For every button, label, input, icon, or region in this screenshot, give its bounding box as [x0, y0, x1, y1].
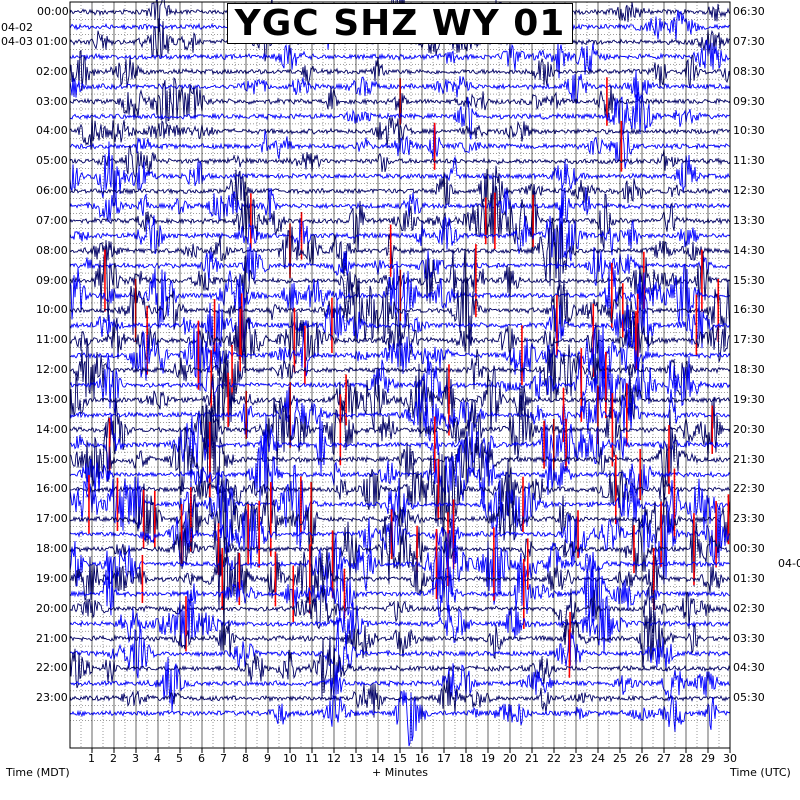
- right-time-label: 18:30: [733, 363, 765, 377]
- left-time-label: 09:00: [36, 273, 68, 287]
- left-time-label: 20:00: [36, 601, 68, 615]
- x-tick-label: 16: [415, 752, 429, 765]
- x-tick-label: 12: [327, 752, 341, 765]
- right-time-label: 02:30: [733, 601, 765, 615]
- right-time-label: 03:30: [733, 631, 765, 645]
- right-time-label: 12:30: [733, 184, 765, 198]
- left-time-label: 02:00: [36, 64, 68, 78]
- x-tick-label: 10: [283, 752, 297, 765]
- right-time-label: 13:30: [733, 213, 765, 227]
- x-tick-label: 9: [264, 752, 271, 765]
- x-tick-label: 30: [723, 752, 737, 765]
- left-time-label: 23:00: [36, 691, 68, 705]
- x-tick-label: 1: [88, 752, 95, 765]
- footer-center-label: + Minutes: [372, 766, 429, 779]
- x-tick-label: 2: [110, 752, 117, 765]
- x-tick-label: 18: [459, 752, 473, 765]
- right-time-label: 07:30: [733, 34, 765, 48]
- right-time-label: 05:30: [733, 691, 765, 705]
- left-time-label: 18:00: [36, 542, 68, 556]
- x-tick-label: 22: [547, 752, 561, 765]
- x-tick-label: 7: [220, 752, 227, 765]
- left-time-label: 15:00: [36, 452, 68, 466]
- right-time-label: 23:30: [733, 512, 765, 526]
- left-time-label: 07:00: [36, 213, 68, 227]
- x-tick-label: 15: [393, 752, 407, 765]
- left-time-label: 17:00: [36, 512, 68, 526]
- left-time-label: 10:00: [36, 303, 68, 317]
- x-tick-label: 23: [569, 752, 583, 765]
- x-tick-label: 5: [176, 752, 183, 765]
- left-time-label: 04:00: [36, 124, 68, 138]
- left-time-label: 11:00: [36, 333, 68, 347]
- left-time-label: 01:00: [36, 34, 68, 48]
- right-time-label: 06:30: [733, 5, 765, 18]
- right-time-label: 15:30: [733, 273, 765, 287]
- x-tick-label: 29: [701, 752, 715, 765]
- x-tick-label: 8: [242, 752, 249, 765]
- right-time-label: 09:30: [733, 94, 765, 108]
- right-time-label: 21:30: [733, 452, 765, 466]
- left-time-label: 19:00: [36, 571, 68, 585]
- x-tick-label: 6: [198, 752, 205, 765]
- right-time-label: 10:30: [733, 124, 765, 138]
- plot-frame: [69, 1, 731, 749]
- right-time-label: 04:30: [733, 661, 765, 675]
- left-time-label: 08:00: [36, 243, 68, 257]
- right-time-label: 22:30: [733, 482, 765, 496]
- x-tick-label: 27: [657, 752, 671, 765]
- x-tick-label: 20: [503, 752, 517, 765]
- x-tick-label: 25: [613, 752, 627, 765]
- right-time-label: 01:30: [733, 571, 765, 585]
- x-tick-label: 14: [371, 752, 385, 765]
- left-time-label: 21:00: [36, 631, 68, 645]
- x-tick-label: 21: [525, 752, 539, 765]
- right-time-label: 00:30: [733, 542, 765, 556]
- left-date-start: 04-03: [1, 35, 33, 48]
- left-time-label: 03:00: [36, 94, 68, 108]
- left-time-label: 16:00: [36, 482, 68, 496]
- footer-right-label: Time (UTC): [730, 766, 791, 779]
- right-time-label: 14:30: [733, 243, 765, 257]
- chart-title: YGC SHZ WY 01: [227, 3, 573, 44]
- right-time-label: 17:30: [733, 333, 765, 347]
- x-tick-label: 4: [154, 752, 161, 765]
- right-time-label: 16:30: [733, 303, 765, 317]
- x-tick-label: 19: [481, 752, 495, 765]
- x-tick-label: 11: [305, 752, 319, 765]
- right-date-change: 04-0: [778, 557, 800, 570]
- right-time-label: 19:30: [733, 392, 765, 406]
- x-tick-label: 3: [132, 752, 139, 765]
- grid-group: [69, 2, 731, 753]
- right-time-label: 20:30: [733, 422, 765, 436]
- left-time-label: 14:00: [36, 422, 68, 436]
- x-tick-label: 17: [437, 752, 451, 765]
- left-time-label: 05:00: [36, 154, 68, 168]
- footer-left-label: Time (MDT): [6, 766, 70, 779]
- left-time-label: 06:00: [36, 184, 68, 198]
- left-time-label: 12:00: [36, 363, 68, 377]
- left-time-label: 22:00: [36, 661, 68, 675]
- left-time-label: 00:00: [37, 5, 69, 18]
- right-time-label: 11:30: [733, 154, 765, 168]
- left-date-top: 04-02: [1, 21, 33, 34]
- right-time-label: 08:30: [733, 64, 765, 78]
- x-tick-label: 28: [679, 752, 693, 765]
- left-time-label: 13:00: [36, 392, 68, 406]
- x-tick-label: 26: [635, 752, 649, 765]
- x-tick-label: 13: [349, 752, 363, 765]
- x-tick-label: 24: [591, 752, 605, 765]
